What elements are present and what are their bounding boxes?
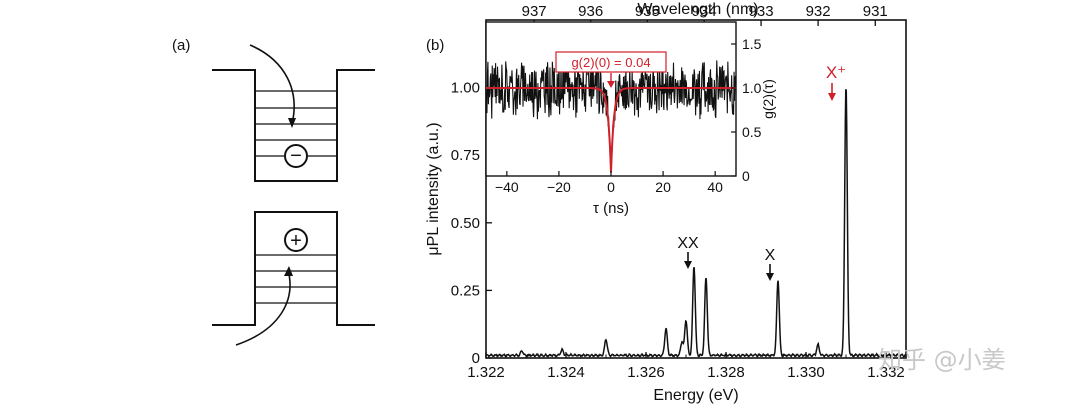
electron-circle: [284, 144, 308, 168]
y-tick-label: 0.50: [451, 215, 480, 232]
inset-x-tick-label: 40: [707, 179, 723, 195]
inset-x-tick-label: −40: [495, 179, 519, 195]
xx-label: XX: [677, 235, 699, 252]
inset-x-tick-label: −20: [547, 179, 571, 195]
y-axis-label: μPL intensity (a.u.): [425, 122, 442, 255]
band-diagram-valence: [212, 211, 375, 346]
xplus-annotation: X⁺: [826, 63, 846, 101]
xplus-label: X⁺: [826, 63, 846, 82]
main-spectrum-plot: 1.322 1.324 1.326 1.328 1.330 1.332 Energy (eV…: [425, 1, 907, 404]
watermark: 知乎 @小姜: [878, 346, 1006, 374]
x-tick-label: 1.326: [627, 364, 665, 381]
x-tick-label: 1.322: [467, 364, 505, 381]
top-tick-label: 933: [749, 3, 774, 20]
x-axis-label: Energy (eV): [653, 387, 738, 404]
xx-annotation: XX: [677, 235, 699, 269]
inset-y-tick-label: 0: [742, 168, 750, 184]
inset-x-tick-label: 20: [655, 179, 671, 195]
top-tick-label: 935: [635, 3, 660, 20]
inset-y-tick-label: 1.5: [742, 36, 762, 52]
panel-b-label: (b): [426, 37, 444, 54]
hole-circle: [284, 228, 308, 252]
inset-y-tick-label: 1.0: [742, 80, 762, 96]
g2-inset-plot: −40 −20 0 20 40 τ (ns) 0 0.5 1.0 1.5 g(2)(τ): [485, 21, 776, 217]
top-tick-label: 932: [806, 3, 831, 20]
hole-symbol: +: [290, 230, 302, 252]
top-tick-label: 937: [522, 3, 547, 20]
x-tick-label: 1.324: [547, 364, 585, 381]
g2-value-label: g(2)(0) = 0.04: [571, 55, 650, 70]
x-tick-label: 1.328: [707, 364, 745, 381]
y-tick-label: 0.25: [451, 282, 480, 299]
x-tick-label: 1.332: [867, 364, 905, 381]
top-tick-label: 931: [863, 3, 888, 20]
y-tick-label: 1.00: [451, 80, 480, 97]
top-axis-label: Wavelength (nm): [637, 1, 758, 18]
y-tick-label: 0.75: [451, 147, 480, 164]
spectrum-line: [485, 89, 907, 359]
y-tick-label: 0: [472, 350, 480, 367]
x-tick-label: 1.330: [787, 364, 825, 381]
top-tick-label: 934: [692, 3, 717, 20]
inset-x-axis-label: τ (ns): [593, 200, 629, 217]
x-label: X: [765, 247, 776, 264]
electron-symbol: −: [290, 145, 302, 167]
inset-y-axis-label: g(2)(τ): [760, 79, 776, 119]
x-annotation: X: [765, 247, 776, 281]
hole-arrow-head: [284, 266, 293, 276]
top-tick-label: 936: [578, 3, 603, 20]
electron-arrow-head: [288, 118, 296, 128]
inset-y-tick-label: 0.5: [742, 124, 762, 140]
panel-a-label: (a): [172, 37, 190, 54]
main-plot-frame: [485, 19, 907, 359]
g2-callout: g(2)(0) = 0.04: [555, 51, 667, 88]
inset-x-tick-label: 0: [607, 179, 615, 195]
